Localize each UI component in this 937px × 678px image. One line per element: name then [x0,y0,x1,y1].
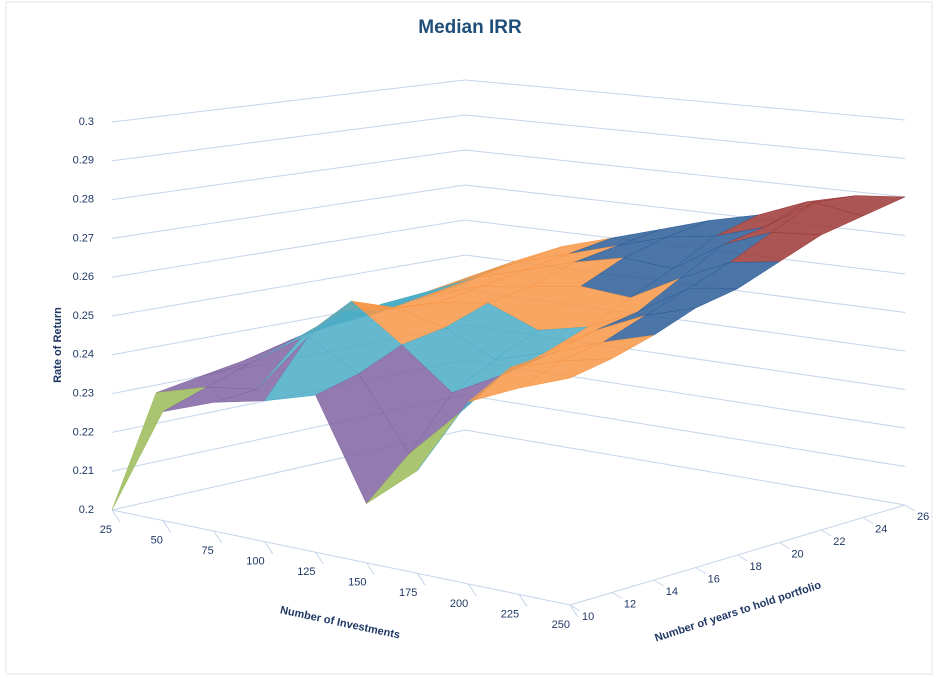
depth-tick-label: 22 [833,536,845,548]
grid-line [464,394,906,467]
x-tick-label: 250 [552,619,570,631]
depth-tick-label: 20 [791,548,803,560]
grid-line [111,114,466,162]
y-tick-label: 0.26 [73,271,94,283]
x-tick [518,594,528,607]
x-tick-label: 50 [151,534,163,546]
y-axis-title: Rate of Return [52,307,64,383]
grid-line [464,429,906,506]
x-tick [569,604,579,618]
grid-line [111,219,466,278]
x-tick [213,530,223,544]
depth-tick [862,517,874,524]
depth-tick [695,567,706,574]
x-tick-label: 200 [450,598,468,610]
x-tick [162,520,172,533]
y-tick-label: 0.24 [73,349,94,361]
y-tick-label: 0.22 [73,426,94,438]
depth-tick [737,554,748,562]
depth-tick-label: 10 [582,611,594,623]
depth-tick [904,504,916,512]
grid-line [464,79,906,121]
x-tick-label: 175 [399,587,417,599]
y-tick-label: 0.25 [73,310,94,322]
x-tick-label: 150 [348,577,366,589]
depth-tick [653,579,665,587]
x-axis-line [111,509,571,606]
y-tick-label: 0.28 [73,194,94,206]
grid-line [111,184,466,239]
surface-patch [518,358,612,389]
y-tick-label: 0.3 [79,116,94,128]
depth-tick [569,604,581,612]
x-tick [416,573,426,586]
y-tick-label: 0.23 [73,388,94,400]
depth-tick-label: 24 [875,523,887,535]
x-tick-label: 25 [100,524,112,536]
depth-tick-label: 14 [666,586,678,598]
y-tick-label: 0.2 [79,504,94,516]
x-tick [264,541,274,554]
x-tick-label: 125 [297,566,315,578]
depth-tick [820,529,832,537]
x-tick [315,551,324,565]
depth-tick [611,592,623,599]
x-tick-label: 75 [202,545,214,557]
depth-tick-label: 12 [624,598,636,610]
y-tick-label: 0.27 [73,232,94,244]
x-tick-label: 225 [501,608,519,620]
grid-line [464,149,906,198]
x-tick-label: 100 [246,556,264,568]
y-tick-label: 0.29 [73,155,94,167]
grid-line [111,79,466,123]
chart-title: Median IRR [418,17,522,38]
grid-line [111,254,466,317]
x-tick [111,509,121,523]
depth-tick-label: 26 [917,511,929,523]
depth-tick [779,542,790,549]
x-tick [467,583,477,597]
grid-line [464,114,906,159]
x-tick [366,562,375,576]
y-tick-label: 0.21 [73,465,94,477]
depth-tick-label: 16 [708,573,720,585]
depth-tick-label: 18 [750,561,762,573]
grid-line [111,149,466,201]
